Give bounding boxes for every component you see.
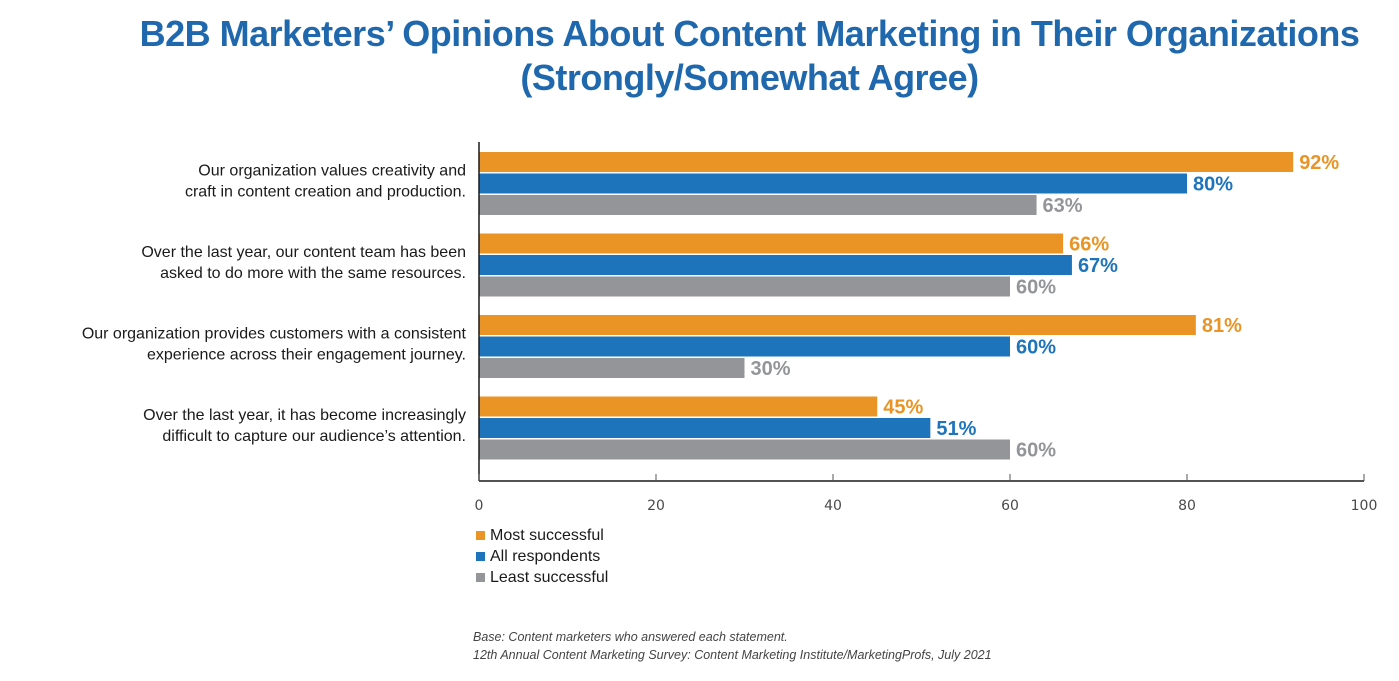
category-label: Over the last year, our content team has… [141,244,466,261]
legend-label: All respondents [490,547,601,565]
category-labels-group: Our organization values creativity and cr… [82,163,467,446]
category-label: experience across their engagement journ… [147,347,466,364]
category-label: Our organization values creativity and [198,163,466,180]
x-tick-label: 20 [647,498,665,514]
data-label: 63% [1043,195,1083,217]
x-tick-label: 100 [1351,498,1378,514]
data-label: 30% [751,358,791,380]
data-label: 81% [1202,315,1242,337]
category-label: difficult to capture our audience’s atte… [162,428,466,445]
x-tick-label: 80 [1178,498,1196,514]
category-label: Over the last year, it has become increa… [143,407,466,424]
data-label: 51% [936,418,976,440]
bar-all-respondents [479,173,1187,194]
data-label: 60% [1016,440,1056,462]
chart-title-main: B2B Marketers’ Opinions About Content Ma… [139,13,1360,54]
data-label: 67% [1078,255,1118,277]
x-tick-label: 60 [1001,498,1019,514]
data-label: 60% [1016,277,1056,299]
legend-swatch-blue [476,552,485,561]
data-label: 92% [1299,152,1339,174]
bar-most-successful [479,315,1196,335]
bar-least-successful [479,276,1010,297]
bar-all-respondents [479,336,1010,357]
legend-swatch-gray [476,573,485,582]
chart-title: B2B Marketers’ Opinions About Content Ma… [0,12,1399,100]
footnote-source: 12th Annual Content Marketing Survey: Co… [473,648,992,662]
data-label: 80% [1193,174,1233,196]
bar-least-successful [479,195,1037,215]
bar-most-successful [479,152,1294,172]
chart-subtitle: (Strongly/Somewhat Agree) [520,57,979,98]
bar-most-successful [479,233,1064,254]
x-tick-label: 40 [824,498,842,514]
legend-label: Most successful [490,526,604,544]
bar-least-successful [479,439,1010,460]
footnote-base: Base: Content marketers who answered eac… [473,630,788,644]
legend-item-all-respondents: All respondents [476,546,608,567]
legend-label: Least successful [490,568,609,586]
legend: Most successful All respondents Least su… [476,525,608,588]
bar-least-successful [479,358,745,378]
data-label: 45% [883,397,923,419]
bar-all-respondents [479,418,931,438]
bar-all-respondents [479,255,1072,275]
legend-item-most-successful: Most successful [476,525,608,546]
legend-item-least-successful: Least successful [476,567,608,588]
category-label: asked to do more with the same resources… [160,265,466,282]
footnote: Base: Content marketers who answered eac… [473,628,992,664]
bar-most-successful [479,396,878,417]
legend-swatch-orange [476,531,485,540]
data-label: 60% [1016,337,1056,359]
bars-group: 92% 80% 63% 66%67% 60% 81% 60% 30% 45% 51% 60% [479,152,1339,462]
category-label: craft in content creation and production… [185,184,466,201]
data-label: 66% [1069,234,1109,256]
x-tick-label: 0 [475,498,484,514]
category-label: Our organization provides customers with… [82,326,467,343]
x-axis: 0 20 40 60 80 100 [475,142,1378,514]
